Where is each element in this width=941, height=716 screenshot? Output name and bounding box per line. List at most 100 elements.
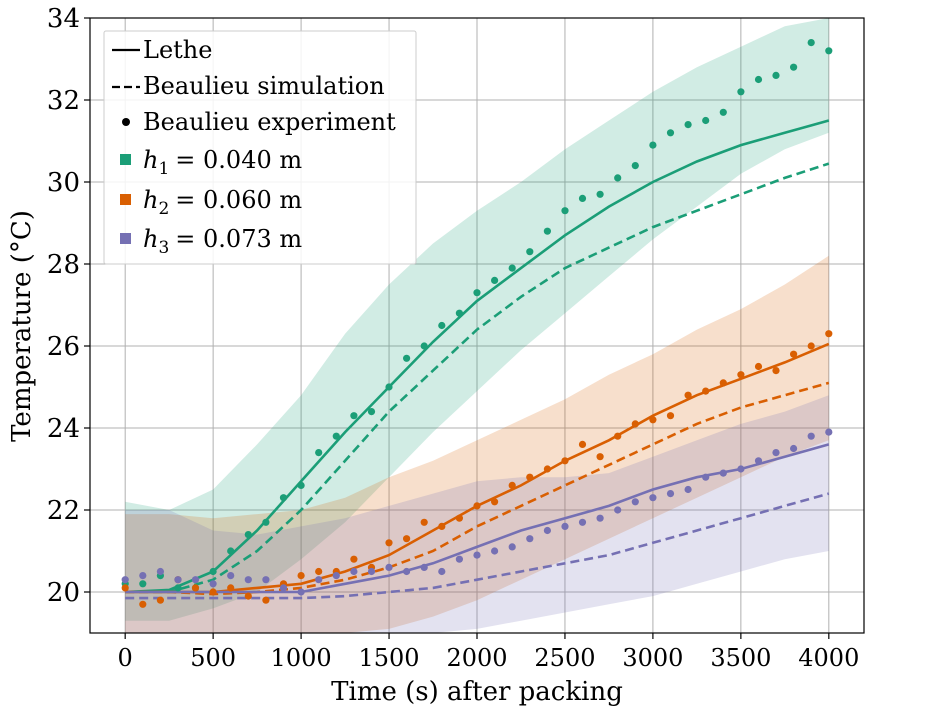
experiment-point-h2 bbox=[807, 342, 815, 350]
experiment-point-h1 bbox=[684, 121, 692, 129]
experiment-point-h3 bbox=[244, 576, 252, 584]
legend-label-h2: h2 = 0.060 m bbox=[143, 186, 302, 219]
experiment-point-h3 bbox=[578, 518, 587, 526]
experiment-point-h3 bbox=[702, 473, 710, 481]
experiment-point-h3 bbox=[737, 465, 745, 473]
x-tick-label: 1500 bbox=[359, 644, 420, 672]
experiment-point-h1 bbox=[631, 162, 639, 170]
experiment-point-h1 bbox=[666, 129, 675, 137]
legend-label-h3: h3 = 0.073 m bbox=[143, 225, 302, 258]
y-tick-label: 30 bbox=[47, 168, 80, 198]
experiment-point-h1 bbox=[790, 63, 798, 71]
experiment-point-h3 bbox=[825, 428, 833, 436]
x-tick-label: 4000 bbox=[798, 644, 859, 672]
experiment-point-h1 bbox=[561, 207, 569, 215]
experiment-point-h2 bbox=[754, 362, 763, 371]
experiment-point-h3 bbox=[332, 572, 340, 580]
experiment-point-h3 bbox=[807, 432, 815, 440]
legend-h1-square-icon bbox=[120, 154, 131, 165]
experiment-point-h3 bbox=[631, 498, 639, 506]
experiment-point-h3 bbox=[614, 506, 622, 514]
experiment-point-h1 bbox=[825, 47, 833, 55]
legend-label-lethe: Lethe bbox=[143, 36, 212, 64]
experiment-point-h1 bbox=[543, 227, 552, 235]
experiment-point-h2 bbox=[315, 567, 323, 576]
experiment-point-h1 bbox=[297, 481, 305, 489]
y-tick-label: 34 bbox=[47, 4, 80, 34]
lethe-line-h3 bbox=[125, 443, 830, 594]
legend-label-h1: h1 = 0.040 m bbox=[143, 146, 302, 179]
experiment-point-h1 bbox=[209, 567, 217, 576]
experiment-point-h2 bbox=[139, 600, 147, 608]
experiment-point-h1 bbox=[754, 75, 763, 84]
legend-label-experiment: Beaulieu experiment bbox=[143, 108, 396, 136]
experiment-point-h2 bbox=[262, 596, 270, 604]
legend-box bbox=[103, 30, 417, 265]
experiment-point-h3 bbox=[367, 567, 376, 576]
experiment-point-h1 bbox=[139, 580, 147, 588]
x-tick-label: 3000 bbox=[622, 644, 683, 672]
experiment-point-h1 bbox=[737, 88, 745, 96]
experiment-point-h1 bbox=[614, 174, 622, 182]
experiment-point-h2 bbox=[350, 555, 358, 563]
simulation-line-h1 bbox=[125, 162, 830, 594]
experiment-point-h2 bbox=[297, 572, 305, 580]
x-axis-label: Time (s) after packing bbox=[331, 677, 623, 707]
experiment-point-h1 bbox=[244, 531, 252, 539]
simulation-line-h3 bbox=[125, 492, 830, 600]
experiment-point-h2 bbox=[526, 473, 534, 481]
experiment-point-h1 bbox=[508, 264, 516, 272]
experiment-point-h2 bbox=[227, 584, 235, 592]
experiment-point-h2 bbox=[420, 518, 428, 526]
experiment-point-h3 bbox=[754, 457, 763, 465]
experiment-point-h1 bbox=[174, 584, 182, 592]
band-h1 bbox=[125, 18, 829, 621]
experiment-points bbox=[121, 39, 833, 608]
x-tick-label: 2000 bbox=[446, 644, 507, 672]
experiment-point-h1 bbox=[262, 518, 270, 526]
experiment-point-h2 bbox=[631, 420, 639, 428]
experiment-point-h2 bbox=[561, 457, 569, 465]
experiment-point-h1 bbox=[596, 190, 604, 198]
experiment-point-h3 bbox=[350, 567, 358, 576]
experiment-point-h2 bbox=[772, 367, 780, 375]
experiment-point-h3 bbox=[772, 449, 780, 457]
experiment-point-h2 bbox=[438, 522, 446, 531]
experiment-point-h2 bbox=[825, 330, 833, 338]
experiment-point-h2 bbox=[543, 465, 552, 473]
experiment-point-h3 bbox=[262, 576, 270, 584]
experiment-point-h1 bbox=[649, 141, 657, 149]
experiment-point-h2 bbox=[649, 416, 657, 424]
experiment-point-h3 bbox=[543, 526, 552, 535]
experiment-point-h3 bbox=[403, 567, 411, 576]
band-h2 bbox=[125, 255, 829, 634]
experiment-point-h1 bbox=[526, 248, 534, 256]
legend-dot-icon bbox=[122, 118, 130, 126]
experiment-point-h3 bbox=[561, 522, 569, 531]
y-tick-label: 26 bbox=[47, 332, 80, 362]
axis-ticks: 0 500 1000 1500 2000 2500 3000 3500 4000 20 22 24 26… bbox=[47, 4, 859, 672]
experiment-point-h2 bbox=[455, 514, 463, 522]
experiment-point-h1 bbox=[420, 342, 428, 350]
experiment-point-h3 bbox=[121, 576, 129, 584]
experiment-point-h1 bbox=[491, 276, 499, 284]
experiment-point-h2 bbox=[596, 453, 604, 461]
experiment-point-h2 bbox=[702, 387, 710, 395]
experiment-point-h1 bbox=[350, 412, 358, 420]
experiment-point-h2 bbox=[684, 391, 692, 399]
experiment-point-h3 bbox=[491, 547, 499, 555]
experiment-point-h3 bbox=[139, 572, 147, 580]
y-tick-label: 20 bbox=[47, 578, 80, 608]
experiment-point-h2 bbox=[244, 592, 252, 600]
experiment-point-h3 bbox=[315, 576, 323, 584]
experiment-point-h2 bbox=[121, 584, 129, 592]
experiment-point-h3 bbox=[473, 551, 481, 559]
x-tick-label: 3500 bbox=[710, 644, 771, 672]
experiment-point-h1 bbox=[315, 449, 323, 457]
experiment-point-h3 bbox=[666, 490, 675, 498]
experiment-point-h1 bbox=[332, 432, 340, 440]
y-tick-label: 28 bbox=[47, 250, 80, 280]
experiment-point-h1 bbox=[438, 321, 446, 330]
experiment-point-h3 bbox=[455, 555, 463, 563]
